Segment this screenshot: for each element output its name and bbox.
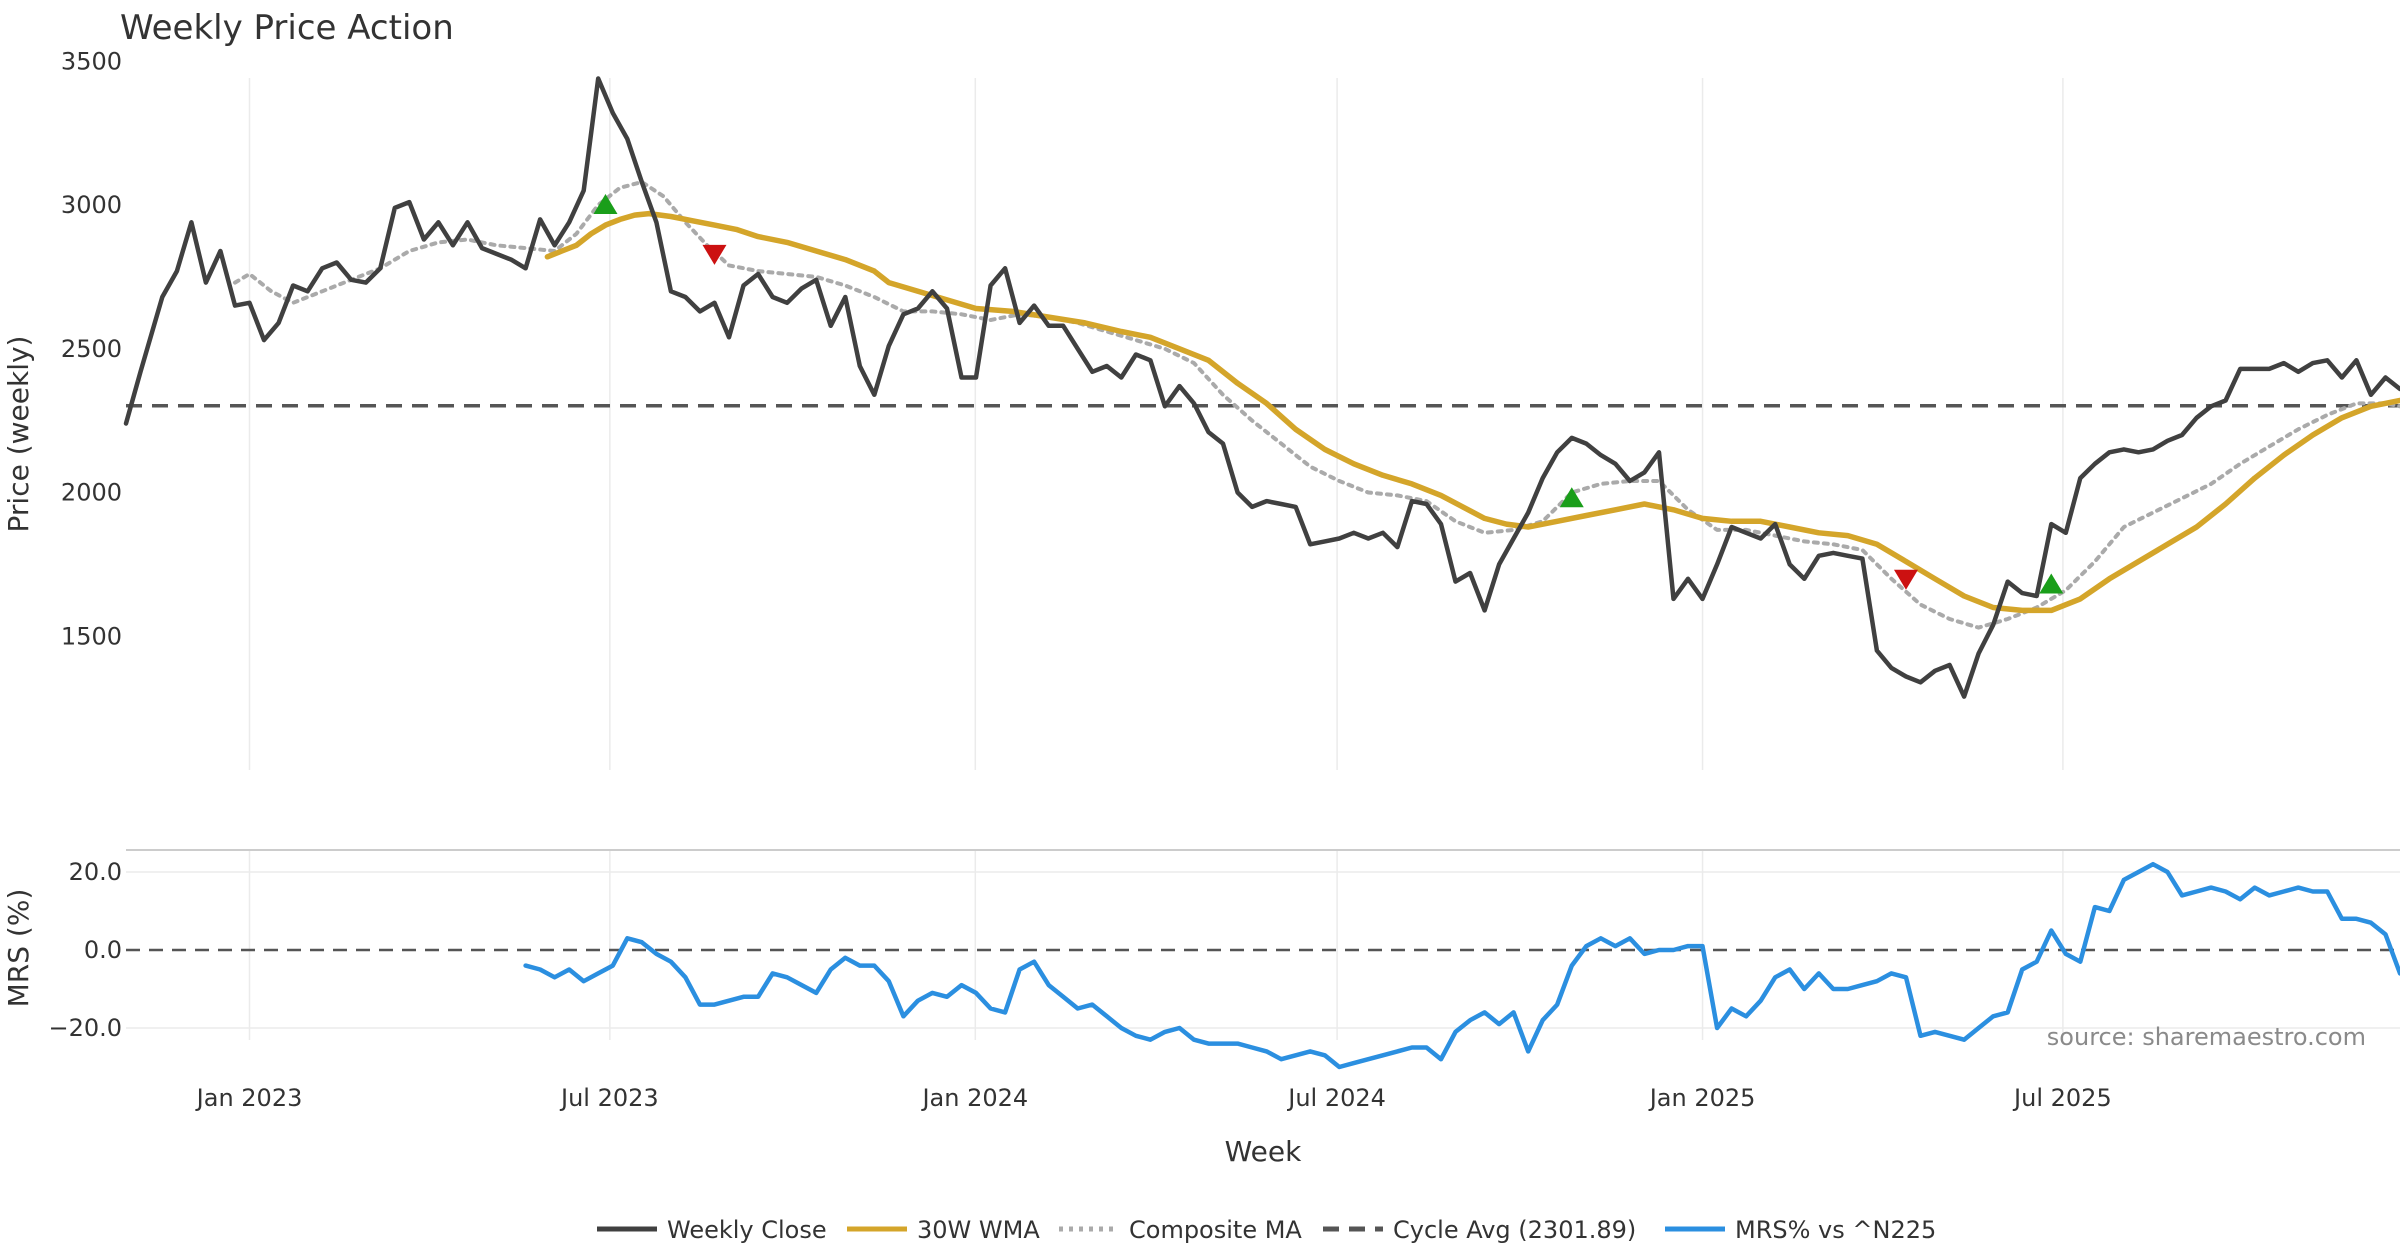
- legend-label: MRS% vs ^N225: [1735, 1216, 1936, 1244]
- weekly-close-line: [123, 76, 2400, 699]
- x-tick-label: Jul 2023: [559, 1084, 659, 1112]
- legend-item: MRS% vs ^N225: [1665, 1216, 1936, 1244]
- price-y-tick-label: 3000: [61, 191, 122, 219]
- legend-item: Weekly Close: [597, 1216, 827, 1244]
- legend-label: Cycle Avg (2301.89): [1393, 1216, 1636, 1244]
- x-tick-label: Jul 2025: [2012, 1084, 2112, 1112]
- legend-label: Composite MA: [1129, 1216, 1302, 1244]
- legend-item: Composite MA: [1059, 1216, 1302, 1244]
- source-note: source: sharemaestro.com: [2047, 1023, 2366, 1051]
- legend: Weekly Close 30W WMA Composite MA Cycle Avg…: [597, 1216, 1936, 1244]
- x-axis-title: Week: [1225, 1135, 1302, 1168]
- mrs-y-tick-label: −20.0: [48, 1014, 122, 1042]
- buy-signal-marker: [2039, 573, 2064, 594]
- price-panel: 1500 2000 2500 3000 3500 Price (weekly): [2, 47, 2400, 770]
- legend-label: Weekly Close: [667, 1216, 827, 1244]
- mrs-y-tick-label: 20.0: [69, 858, 122, 886]
- price-y-axis-title: Price (weekly): [2, 336, 35, 533]
- legend-item: Cycle Avg (2301.89): [1323, 1216, 1636, 1244]
- buy-signal-marker: [1559, 487, 1584, 508]
- x-tick-label: Jan 2024: [920, 1084, 1028, 1112]
- mrs-y-axis-title: MRS (%): [2, 889, 35, 1008]
- price-y-tick-label: 3500: [61, 47, 122, 75]
- sell-signal-marker: [702, 244, 727, 265]
- mrs-line: [523, 861, 2400, 1070]
- price-y-tick-label: 1500: [61, 622, 122, 650]
- chart-title: Weekly Price Action: [120, 8, 454, 48]
- x-tick-label: Jan 2025: [1648, 1084, 1756, 1112]
- x-axis: Jan 2023 Jul 2023 Jan 2024 Jul 2024 Jan 2025…: [195, 1084, 2112, 1112]
- price-y-tick-label: 2000: [61, 479, 122, 507]
- composite-ma-line: [233, 180, 2400, 630]
- mrs-y-tick-label: 0.0: [84, 936, 122, 964]
- x-tick-label: Jan 2023: [195, 1084, 303, 1112]
- price-y-tick-label: 2500: [61, 335, 122, 363]
- legend-label: 30W WMA: [917, 1216, 1040, 1244]
- mrs-panel: −20.0 0.0 20.0 MRS (%): [2, 849, 2400, 1070]
- wma-30-line: [544, 210, 2400, 614]
- x-tick-label: Jul 2024: [1286, 1084, 1386, 1112]
- legend-item: 30W WMA: [847, 1216, 1040, 1244]
- buy-signal-marker: [593, 194, 618, 214]
- sell-signal-marker: [1893, 569, 1918, 590]
